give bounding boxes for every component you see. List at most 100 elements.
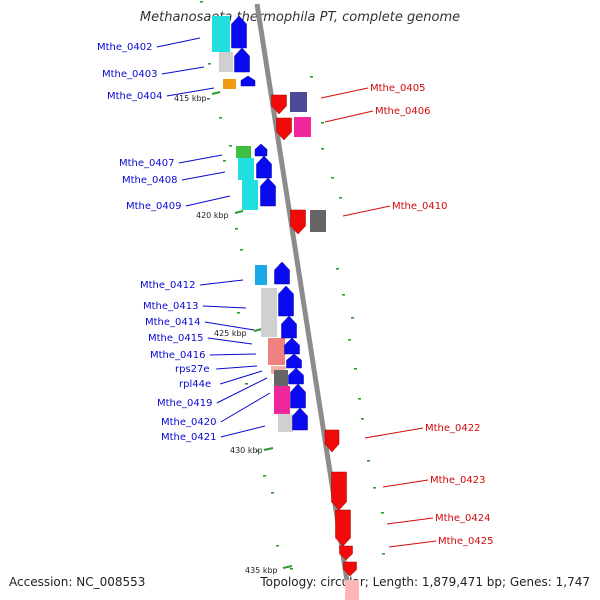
right-gene-label: Mthe_0425: [438, 536, 494, 547]
tick-dot: [245, 383, 248, 385]
left-gene-label: Mthe_0416: [150, 350, 206, 361]
major-tick: [282, 565, 293, 569]
right-gene-label: Mthe_0423: [430, 475, 486, 486]
left-gene-label: Mthe_0404: [107, 91, 163, 102]
reverse-gene: [331, 471, 347, 511]
left-connector: [178, 154, 223, 164]
tick-dot: [351, 317, 354, 319]
tick-dot: [331, 177, 334, 179]
reverse-gene: [276, 117, 292, 141]
forward-gene: [234, 47, 250, 73]
genome-summary: Topology: circular; Length: 1,879,471 bp…: [260, 575, 590, 589]
tick-dot: [381, 512, 384, 514]
right-gene-label: Mthe_0406: [375, 106, 431, 117]
major-tick: [263, 447, 274, 451]
left-connector: [207, 337, 253, 345]
left-gene-label: Mthe_0414: [145, 317, 201, 328]
gene-track: [231, 15, 359, 600]
feature-track: [212, 16, 326, 432]
left-gene-label: rpl44e: [179, 379, 211, 390]
tick-dot: [276, 545, 279, 547]
tick-dot: [256, 450, 259, 452]
kbp-label: 425 kbp: [214, 329, 247, 338]
left-connector: [202, 305, 247, 309]
kbp-label: 435 kbp: [245, 566, 278, 575]
right-connector: [342, 205, 391, 217]
right-connector: [386, 517, 434, 525]
forward-gene: [290, 383, 306, 409]
forward-gene: [281, 315, 297, 339]
forward-gene: [260, 177, 276, 207]
tick-dot: [361, 418, 364, 420]
forward-gene: [274, 261, 290, 285]
feature-block: [274, 370, 288, 386]
feature-block: [255, 265, 267, 285]
feature-block: [274, 386, 290, 414]
right-gene-label: Mthe_0410: [392, 201, 448, 212]
forward-gene: [286, 353, 302, 369]
tick-dot: [367, 460, 370, 462]
feature-block: [310, 210, 326, 232]
reverse-gene: [339, 545, 353, 561]
left-gene-label: Mthe_0408: [122, 175, 178, 186]
forward-gene: [231, 15, 247, 49]
right-connector: [320, 87, 369, 99]
tick-dot: [237, 312, 240, 314]
tick-dot: [354, 368, 357, 370]
left-gene-label: Mthe_0407: [119, 158, 175, 169]
forward-gene: [240, 75, 256, 87]
fading-gene: [345, 580, 359, 600]
gene-labels: Mthe_0402 Mthe_0403 Mthe_0404 Mthe_0407 Mthe…: [97, 42, 494, 547]
reverse-gene: [271, 94, 287, 115]
forward-gene: [288, 367, 304, 385]
left-gene-label: Mthe_0415: [148, 333, 204, 344]
forward-gene: [292, 407, 308, 431]
tick-dot: [382, 553, 385, 555]
tick-dot: [240, 249, 243, 251]
left-connector: [181, 171, 226, 181]
forward-gene: [256, 155, 272, 179]
left-gene-label: Mthe_0421: [161, 432, 217, 443]
forward-gene: [254, 143, 268, 157]
major-tick: [253, 328, 263, 332]
kbp-label: 420 kbp: [196, 211, 229, 220]
feature-block: [261, 288, 277, 337]
left-connector: [216, 365, 258, 370]
right-connector: [364, 427, 424, 439]
left-connector: [204, 321, 255, 331]
reverse-gene: [290, 209, 306, 235]
feature-block: [212, 16, 230, 52]
left-connector: [209, 353, 257, 356]
right-gene-label: Mthe_0424: [435, 513, 491, 524]
tick-dot: [339, 197, 342, 199]
left-gene-label: Mthe_0402: [97, 42, 153, 53]
feature-block: [278, 414, 293, 432]
tick-dot: [223, 160, 226, 162]
left-gene-label: Mthe_0419: [157, 398, 213, 409]
feature-block: [219, 52, 233, 72]
left-connector: [166, 87, 215, 97]
tick-dot: [358, 398, 361, 400]
reverse-gene: [343, 561, 357, 577]
left-connector: [161, 66, 205, 75]
kbp-labels: 415 kbp 420 kbp 425 kbp 430 kbp 435 kbp: [174, 94, 278, 575]
tick-dot: [348, 339, 351, 341]
major-tick: [211, 91, 221, 95]
tick-dot: [219, 117, 222, 119]
feature-block: [294, 117, 311, 137]
feature-block: [268, 338, 285, 365]
left-connector: [185, 195, 231, 207]
label-connectors: [156, 37, 437, 548]
right-connector: [388, 540, 437, 548]
kbp-label: 430 kbp: [230, 446, 263, 455]
accession-label: Accession: NC_008553: [9, 575, 146, 589]
right-gene-label: Mthe_0422: [425, 423, 481, 434]
tick-dot: [263, 475, 266, 477]
tick-dot: [321, 148, 324, 150]
reverse-gene: [335, 509, 351, 547]
left-connector: [199, 279, 244, 286]
feature-block: [242, 180, 258, 210]
kbp-label: 415 kbp: [174, 94, 207, 103]
tick-dot: [290, 568, 293, 570]
